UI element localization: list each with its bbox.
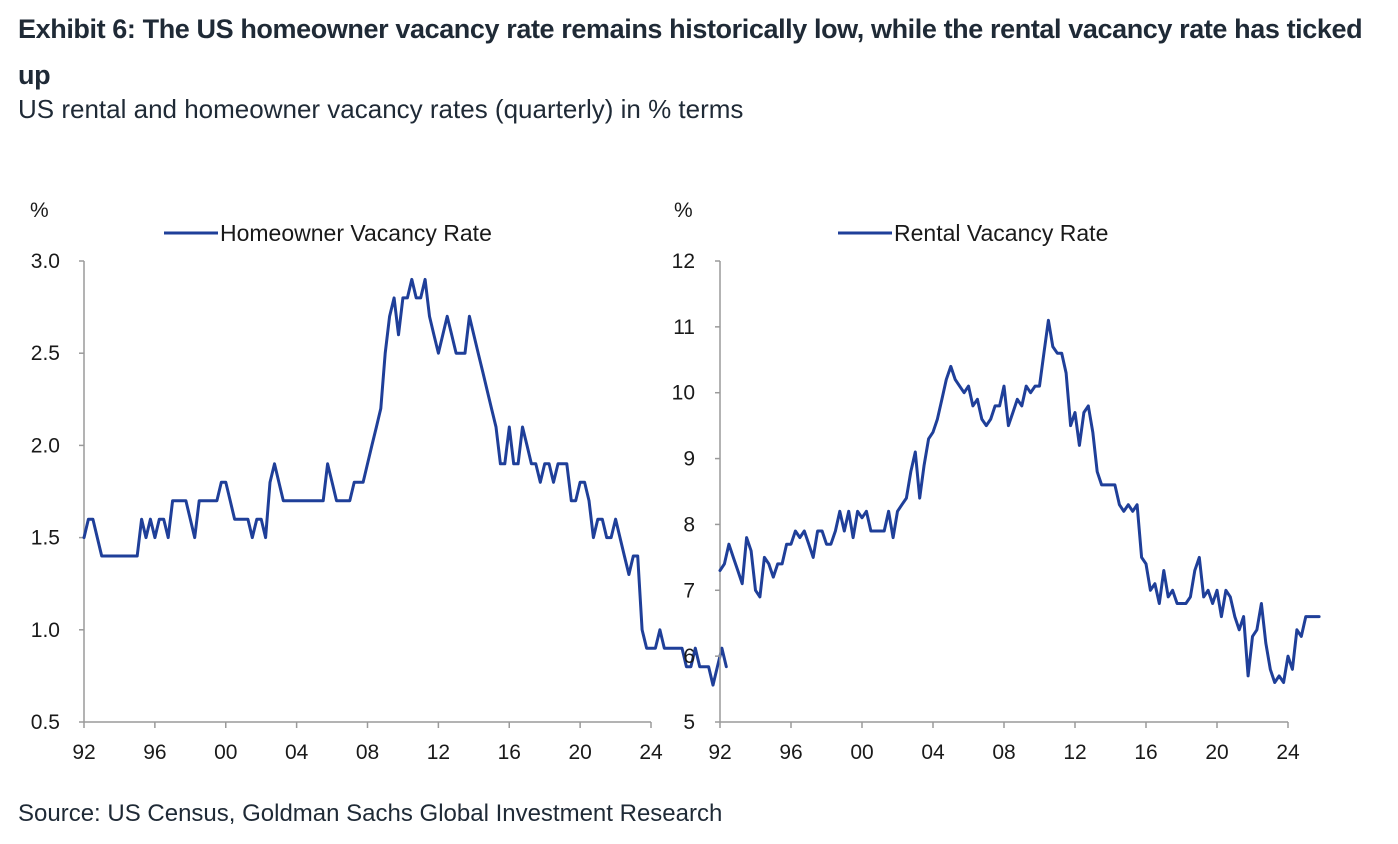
page-subtitle: US rental and homeowner vacancy rates (q…	[18, 94, 744, 124]
x-tick-label: 00	[850, 741, 873, 764]
y-tick-label: 11	[673, 316, 695, 339]
y-tick-label: 0.5	[31, 711, 60, 734]
x-tick-label: 08	[356, 741, 379, 764]
y-unit-label: %	[674, 199, 693, 222]
y-tick-label: 6	[683, 645, 695, 668]
y-unit-label: %	[30, 199, 49, 222]
x-tick-label: 16	[498, 741, 521, 764]
y-tick-label: 12	[672, 250, 695, 273]
y-tick-label: 9	[683, 448, 695, 471]
x-tick-label: 96	[779, 741, 802, 764]
y-tick-label: 5	[683, 711, 695, 734]
x-tick-label: 00	[214, 741, 237, 764]
homeowner-vacancy-chart: 0.51.01.52.02.53.092 96 00 04 08 12 16 20 24%Hom…	[30, 199, 728, 764]
x-tick-label: 04	[921, 741, 945, 764]
source-note: Source: US Census, Goldman Sachs Global …	[18, 800, 723, 827]
x-tick-label: 12	[427, 741, 450, 764]
x-tick-label: 04	[285, 741, 309, 764]
x-tick-label: 12	[1063, 741, 1086, 764]
y-tick-label: 3.0	[31, 250, 60, 273]
y-tick-label: 1.0	[31, 619, 60, 642]
series-line	[718, 318, 1321, 684]
y-tick-label: 2.0	[31, 434, 60, 457]
rental-vacancy-chart: 5 6 7 8 9 10 11 12 92 96 00 04 08 12 16 20 24% Rental Vac…	[672, 199, 1321, 764]
y-tick-label: 7	[683, 579, 695, 602]
x-tick-label: 08	[992, 741, 1015, 764]
x-tick-label: 24	[639, 741, 663, 764]
x-tick-label: 24	[1276, 741, 1300, 764]
legend-label: Rental Vacancy Rate	[894, 220, 1108, 246]
y-tick-label: 1.5	[31, 527, 60, 550]
x-tick-label: 20	[1205, 741, 1228, 764]
x-tick-label: 96	[143, 741, 166, 764]
x-tick-label: 92	[72, 741, 95, 764]
y-tick-label: 8	[683, 513, 695, 536]
x-tick-label: 20	[568, 741, 591, 764]
x-tick-label: 92	[708, 741, 731, 764]
page-title: Exhibit 6: The US homeowner vacancy rate…	[18, 14, 1363, 90]
x-tick-label: 16	[1134, 741, 1157, 764]
legend-label: Homeowner Vacancy Rate	[220, 220, 492, 246]
series-line	[82, 277, 728, 687]
y-tick-label: 10	[672, 382, 695, 405]
y-tick-label: 2.5	[31, 342, 60, 365]
